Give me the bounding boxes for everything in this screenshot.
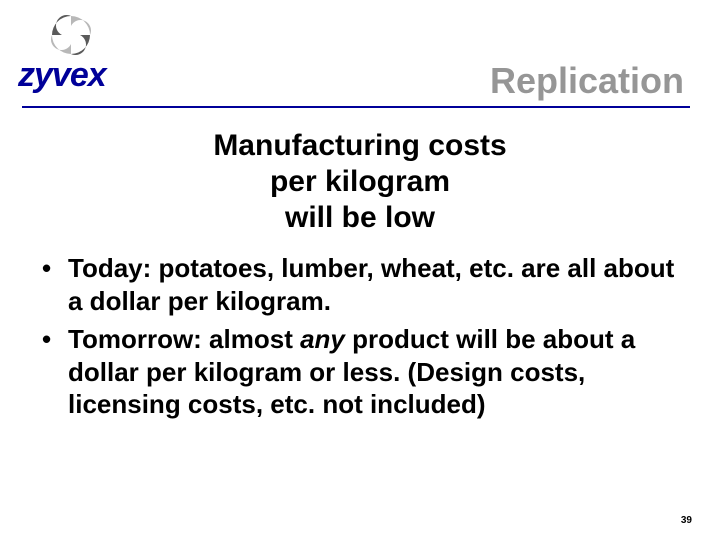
slide-subtitle: Manufacturing costs per kilogram will be… xyxy=(0,128,720,236)
bullet-item: Today: potatoes, lumber, wheat, etc. are… xyxy=(38,252,682,317)
bullet-text-prefix: Tomorrow: almost xyxy=(68,324,300,354)
bullet-item: Tomorrow: almost any product will be abo… xyxy=(38,323,682,421)
logo-swirl-icon xyxy=(48,12,94,58)
bullet-list: Today: potatoes, lumber, wheat, etc. are… xyxy=(38,252,682,427)
subtitle-line: per kilogram xyxy=(0,164,720,200)
page-number: 39 xyxy=(681,515,692,526)
bullet-text-em: any xyxy=(300,324,345,354)
slide: zyvex Replication Manufacturing costs pe… xyxy=(0,0,720,540)
logo: zyvex xyxy=(18,12,106,95)
title-rule xyxy=(22,106,690,108)
subtitle-line: Manufacturing costs xyxy=(0,128,720,164)
logo-text: zyvex xyxy=(18,56,106,95)
slide-title: Replication xyxy=(490,60,684,102)
subtitle-line: will be low xyxy=(0,200,720,236)
bullet-text: Today: potatoes, lumber, wheat, etc. are… xyxy=(68,253,674,316)
